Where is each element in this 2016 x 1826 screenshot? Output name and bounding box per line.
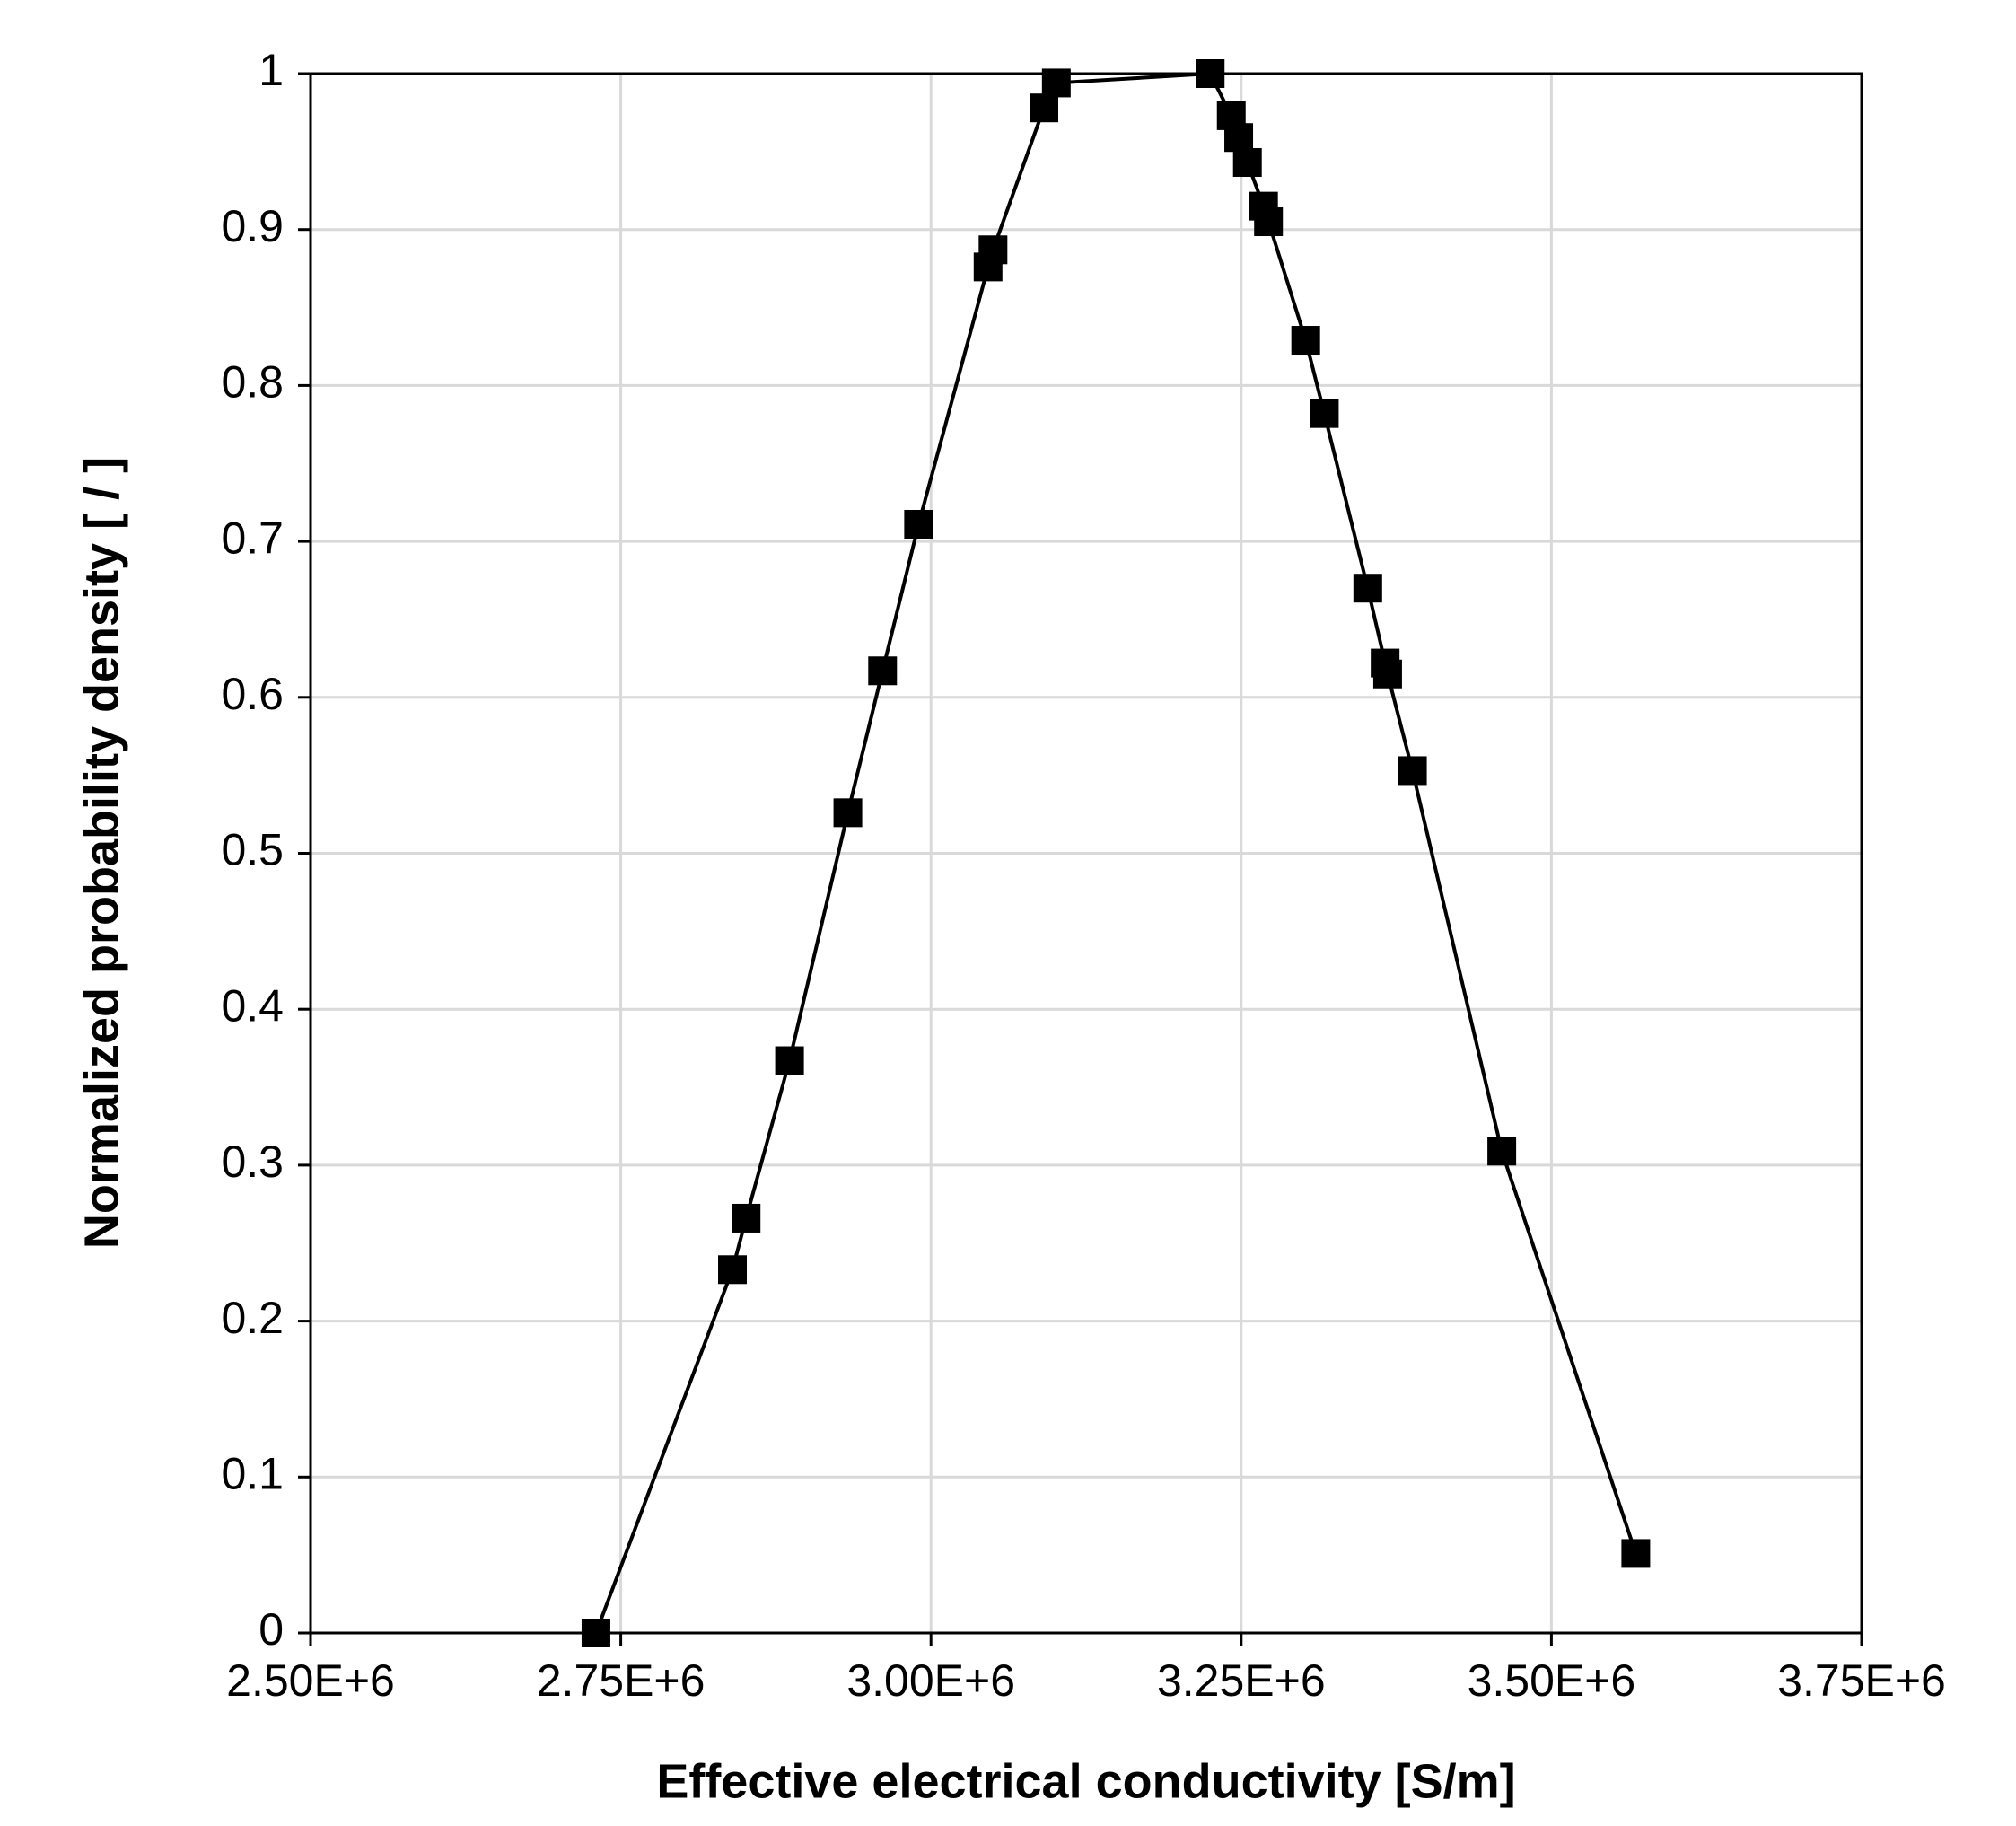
data-point: [1353, 574, 1382, 603]
x-tick-label: 3.50E+6: [1468, 1655, 1636, 1706]
data-point: [1291, 326, 1320, 356]
data-point: [1232, 148, 1262, 178]
data-point: [1224, 123, 1254, 153]
data-point: [1621, 1539, 1651, 1568]
x-tick-label: 2.75E+6: [537, 1655, 706, 1706]
data-point: [1041, 68, 1071, 98]
y-tick-label: 0: [259, 1604, 284, 1655]
data-point: [775, 1046, 804, 1075]
data-point: [868, 656, 898, 686]
x-axis-title: Effective electrical conductivity [S/m]: [656, 1754, 1515, 1808]
data-point: [581, 1619, 610, 1647]
data-point: [732, 1203, 761, 1233]
y-tick-label: 0.7: [221, 513, 284, 563]
y-tick-label: 0.9: [221, 201, 284, 251]
x-tick-label: 3.00E+6: [846, 1655, 1015, 1706]
y-tick-label: 0.4: [221, 980, 284, 1031]
y-axis-title: Normalized probability density [ / ]: [75, 457, 128, 1249]
y-tick-label: 1: [259, 45, 284, 95]
y-tick-label: 0.2: [221, 1293, 284, 1343]
data-point: [1487, 1137, 1517, 1166]
data-point: [1310, 399, 1339, 428]
x-tick-label: 3.25E+6: [1157, 1655, 1326, 1706]
x-tick-label: 2.50E+6: [226, 1655, 395, 1706]
data-point: [1398, 756, 1427, 786]
y-tick-label: 0.6: [221, 669, 284, 719]
plot-frame: [309, 72, 1863, 1635]
data-point: [718, 1255, 748, 1285]
data-point: [1372, 659, 1402, 689]
data-point: [978, 235, 1008, 265]
y-tick-label: 0.5: [221, 825, 284, 875]
y-tick-label: 0.3: [221, 1137, 284, 1187]
data-point: [1196, 59, 1225, 88]
y-tick-label: 0.8: [221, 357, 284, 408]
data-point: [833, 798, 863, 828]
y-tick-label: 0.1: [221, 1449, 284, 1499]
data-point: [1254, 207, 1284, 237]
x-tick-label: 3.75E+6: [1777, 1655, 1946, 1706]
data-point: [904, 509, 933, 539]
data-point: [1029, 93, 1058, 123]
